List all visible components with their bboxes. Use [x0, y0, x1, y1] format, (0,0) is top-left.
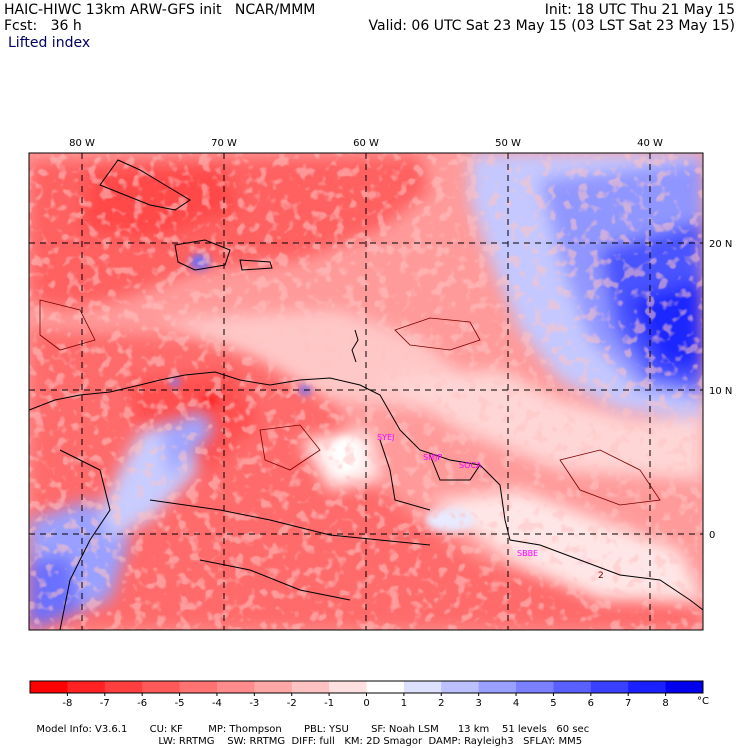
model-info-line1: Model Info: V3.6.1 CU: KF MP: Thompson P… — [36, 724, 590, 735]
station-smjp: SMJP — [423, 453, 442, 462]
colorbar-tick-label: 6 — [588, 698, 594, 709]
station-labels: SYEJ SMJP SOCA SBBE — [377, 433, 538, 558]
valid-time: Valid: 06 UTC Sat 23 May 15 (03 LST Sat … — [368, 18, 735, 34]
colorbar-tick-label: -4 — [212, 698, 222, 709]
colorbar-swatch — [478, 681, 517, 693]
colorbar-tick-label: 2 — [438, 698, 444, 709]
station-syej: SYEJ — [377, 433, 394, 442]
colorbar-swatch — [590, 681, 629, 693]
colorbar-swatch — [67, 681, 106, 693]
colorbar-tick-label: 8 — [662, 698, 668, 709]
init-time: Init: 18 UTC Thu 21 May 15 — [544, 2, 735, 18]
colorbar-tick-label: 1 — [401, 698, 407, 709]
colorbar-swatch — [104, 681, 143, 693]
colorbar-swatch — [628, 681, 667, 693]
colorbar-tick-label: -3 — [249, 698, 259, 709]
colorbar-swatch — [516, 681, 554, 693]
colorbar-swatch — [142, 681, 181, 693]
colorbar-tick-label: 7 — [625, 698, 631, 709]
lat-label-20n: 20 N — [709, 239, 732, 250]
org-label: NCAR/MMM — [234, 2, 316, 18]
lat-label-0: 0 — [709, 530, 715, 541]
colorbar-swatch — [216, 681, 255, 693]
colorbar-tick-label: -6 — [137, 698, 147, 709]
colorbar-swatch — [665, 681, 704, 693]
colorbar-tick-label: 0 — [363, 698, 369, 709]
colorbar-swatch — [366, 681, 405, 693]
model-title: HAIC-HIWC 13km ARW-GFS init NCAR/MMM — [4, 2, 316, 18]
colorbar-swatch — [553, 681, 592, 693]
colorbar-tick-label: -1 — [324, 698, 334, 709]
lon-label-60w: 60 W — [353, 138, 379, 149]
colorbar-swatch — [30, 681, 68, 693]
colorbar-unit: °C — [697, 696, 709, 707]
colorbar-tick-label: 4 — [513, 698, 519, 709]
contour-value-label: 2 — [598, 571, 604, 581]
lat-lon-grid — [29, 153, 703, 630]
colorbar-ticks: -8 -7 -6 -5 -4 -3 -2 -1 0 1 2 3 4 5 6 7 8 — [62, 693, 669, 709]
lon-label-80w: 80 W — [69, 138, 95, 149]
colorbar-swatch — [403, 681, 442, 693]
colorbar-tick-label: 3 — [475, 698, 481, 709]
colorbar-tick-label: -7 — [100, 698, 110, 709]
lon-label-40w: 40 W — [637, 138, 663, 149]
station-sbbe: SBBE — [517, 549, 538, 558]
coastlines — [29, 159, 703, 630]
colorbar — [29, 680, 704, 694]
lon-label-70w: 70 W — [211, 138, 237, 149]
colorbar-tick-label: 5 — [550, 698, 556, 709]
colorbar-swatch — [291, 681, 330, 693]
model-info-line2: LW: RRTMG SW: RRTMG DIFF: full KM: 2D Sm… — [158, 736, 583, 747]
contour-lines — [39, 299, 661, 506]
lat-label-10n: 10 N — [709, 386, 732, 397]
station-soca: SOCA — [459, 461, 482, 470]
colorbar-tick-label: -2 — [287, 698, 297, 709]
field-name: Lifted index — [8, 35, 91, 51]
colorbar-swatch — [179, 681, 218, 693]
colorbar-tick-label: -8 — [62, 698, 72, 709]
colorbar-tick-label: -5 — [175, 698, 185, 709]
colorbar-swatch — [254, 681, 293, 693]
forecast-hour: Fcst: 36 h — [4, 18, 82, 34]
colorbar-swatch — [329, 681, 367, 693]
colorbar-swatch — [441, 681, 480, 693]
lon-label-50w: 50 W — [495, 138, 521, 149]
